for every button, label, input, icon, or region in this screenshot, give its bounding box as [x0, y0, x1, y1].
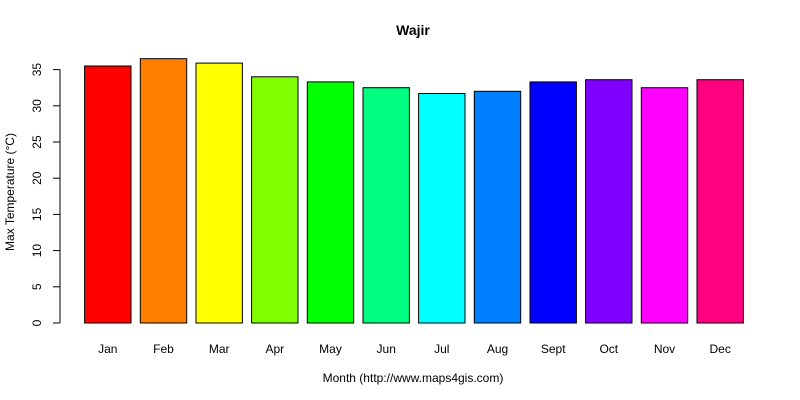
bar-may	[306, 81, 355, 324]
x-tick-label: Dec	[710, 342, 731, 356]
bar-dec	[696, 79, 744, 324]
bar-feb	[139, 58, 188, 324]
bars	[84, 58, 744, 324]
x-axis-label: Month (http://www.maps4gis.com)	[323, 371, 504, 385]
x-tick-labels: Jan Feb Mar Apr May Jun Jul Aug Sept Oct Nov Dec	[98, 342, 731, 356]
x-tick-label: Oct	[599, 342, 618, 356]
y-tick-label: 25	[30, 135, 44, 149]
y-tick-label: 5	[30, 283, 44, 290]
x-tick-label: Apr	[265, 342, 284, 356]
x-tick-label: Sept	[541, 342, 566, 356]
y-tick-label: 30	[30, 99, 44, 113]
x-tick-label: Jan	[98, 342, 117, 356]
bar-jan	[84, 65, 132, 324]
y-axis-label: Max Temperature (°C)	[3, 133, 17, 251]
bar-jul	[418, 93, 466, 324]
y-tick-label: 20	[30, 171, 44, 185]
bar-nov	[640, 87, 689, 324]
bar-apr	[251, 76, 299, 324]
bar-aug	[473, 90, 522, 324]
y-tick-label: 10	[30, 244, 44, 258]
bar-jun	[362, 87, 410, 324]
y-tick-label: 15	[30, 207, 44, 221]
y-tick-label: 0	[30, 319, 44, 326]
x-tick-label: Nov	[654, 342, 675, 356]
x-tick-label: Jul	[434, 342, 449, 356]
bar-mar	[195, 62, 243, 324]
x-tick-label: May	[319, 342, 342, 356]
bar-sept	[529, 81, 577, 324]
x-tick-label: Jun	[377, 342, 396, 356]
chart-title: Wajir	[396, 22, 430, 38]
x-tick-label: Aug	[487, 342, 508, 356]
y-axis: 0 5 10 15 20 25 30 35	[30, 63, 61, 326]
y-tick-label: 35	[30, 63, 44, 77]
bar-oct	[585, 79, 633, 324]
x-tick-label: Mar	[209, 342, 230, 356]
x-tick-label: Feb	[153, 342, 174, 356]
